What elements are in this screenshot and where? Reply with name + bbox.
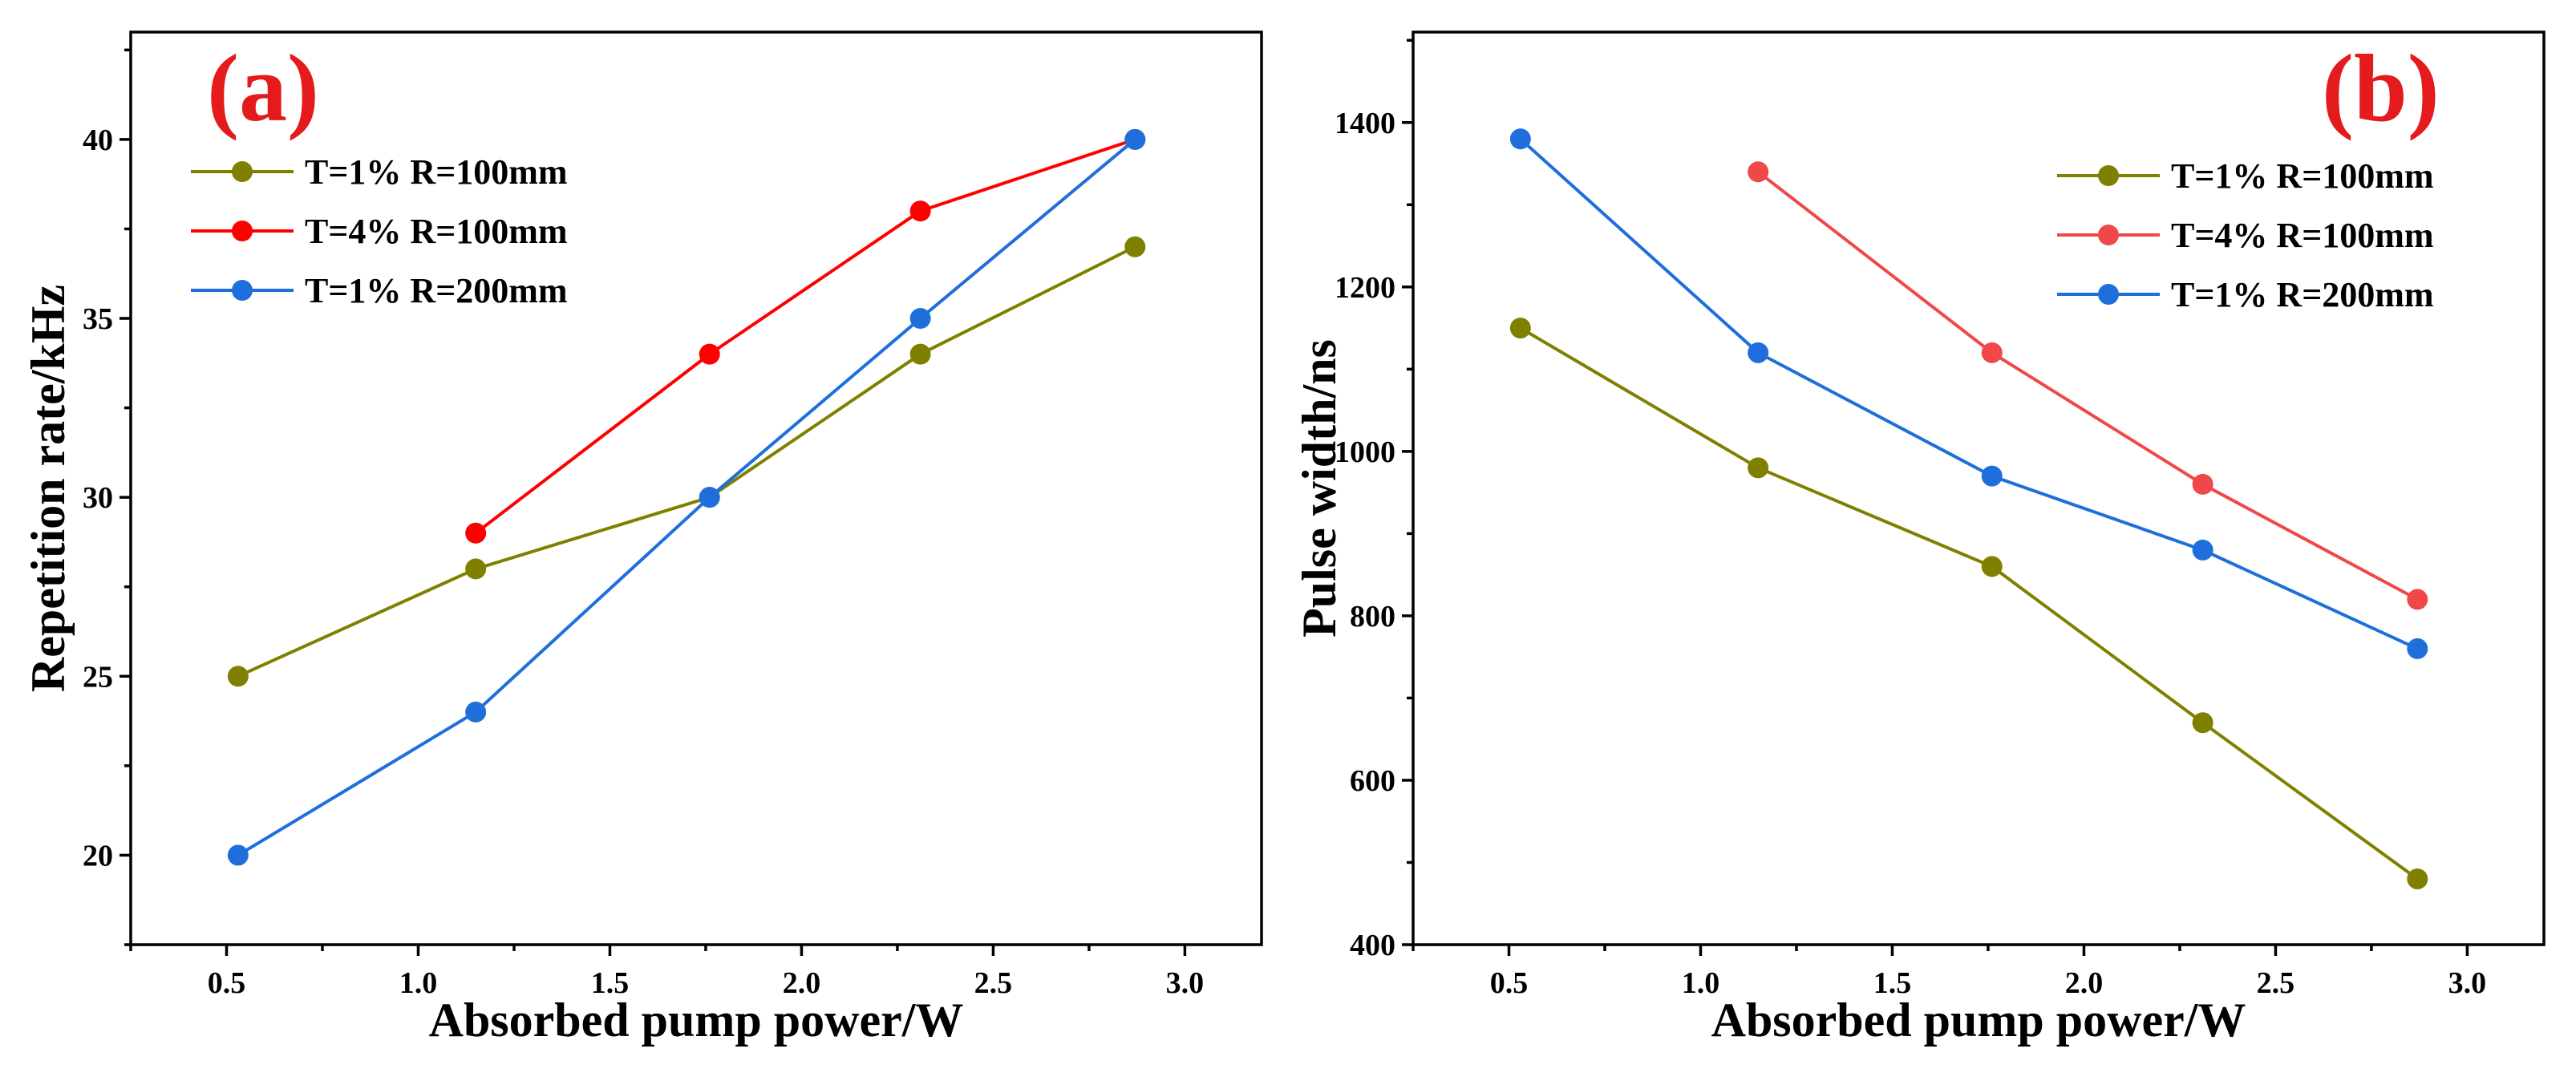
y-tick-label: 35 [83,302,113,336]
data-point [465,558,487,580]
x-tick-label: 1.0 [1682,966,1720,1000]
x-tick-label: 2.0 [2065,966,2104,1000]
y-tick-label: 25 [83,660,113,694]
data-point [2407,589,2428,610]
legend-label: T=1% R=200mm [2171,275,2434,314]
data-point [1509,128,1531,150]
plot-frame [1412,30,2546,946]
data-point [1748,457,1769,479]
data-point [2192,539,2213,561]
data-point [909,200,931,222]
x-tick-label: 2.5 [2257,966,2295,1000]
x-tick-label: 0.5 [208,966,246,1000]
y-tick-label: 1000 [1335,435,1395,469]
data-point [465,701,487,723]
x-tick-label: 2.0 [783,966,821,1000]
data-point [909,343,931,365]
panel-b: 0.5 1.0 1.5 2.0 2.5 3.0 400 600 800 1000 1200 1400 A… [1293,30,2546,1047]
legend-label: T=4% R=100mm [305,212,568,251]
legend-marker [232,221,253,241]
y-tick-label: 400 [1350,929,1395,962]
series-line [1519,326,2419,881]
y-tick-label: 1200 [1335,271,1395,305]
data-point [2192,712,2213,734]
legend-marker [232,280,253,301]
x-tick-label: 0.5 [1490,966,1529,1000]
data-point [2407,638,2428,659]
y-tick-label: 1400 [1335,107,1395,140]
legend-label: T=1% R=200mm [305,271,568,310]
x-tick-label: 1.5 [591,966,630,1000]
legend-marker [2098,165,2119,186]
series-line [474,137,1136,535]
legend-label: T=1% R=100mm [2171,156,2434,196]
x-tick-label: 3.0 [2448,966,2487,1000]
data-point [1981,342,2003,363]
data-point [1981,556,2003,577]
data-point [1748,342,1769,363]
y-tick-label: 800 [1350,600,1395,634]
y-tick-label: 20 [83,839,113,873]
data-point [699,487,720,508]
x-tick-label: 3.0 [1166,966,1205,1000]
legend-marker [2098,225,2119,245]
data-point [227,844,249,866]
plot-frame [129,30,1263,946]
x-tick-label: 1.0 [399,966,438,1000]
y-axis-title: Pulse width/ns [1293,339,1346,638]
x-axis-title: Absorbed pump power/W [429,994,964,1047]
data-point [1124,236,1146,257]
data-point [465,522,487,544]
panel-a: 0.5 1.0 1.5 2.0 2.5 3.0 20 25 30 35 40 Absorbed pum… [22,30,1263,1047]
y-tick-label: 600 [1350,764,1395,798]
x-tick-label: 2.5 [974,966,1013,1000]
series-line [1756,170,2419,601]
panel-label: (a) [207,34,319,141]
y-tick-label: 30 [83,481,113,515]
legend-label: T=1% R=100mm [305,152,568,192]
data-point [909,308,931,330]
legend-marker [232,161,253,182]
data-point [1124,128,1146,150]
data-point [2407,868,2428,889]
legend-label: T=4% R=100mm [2171,216,2434,255]
x-tick-label: 1.5 [1873,966,1912,1000]
legend-marker [2098,284,2119,305]
y-tick-label: 40 [83,123,113,157]
data-point [227,666,249,687]
data-point [2192,473,2213,495]
data-point [1748,161,1769,183]
series-line [237,245,1136,678]
data-point [699,343,720,365]
y-axis-title: Repetition rate/kHz [22,285,75,692]
data-point [1981,465,2003,487]
x-axis-title: Absorbed pump power/W [1711,994,2246,1047]
data-point [1509,318,1531,339]
panel-label: (b) [2322,34,2440,141]
